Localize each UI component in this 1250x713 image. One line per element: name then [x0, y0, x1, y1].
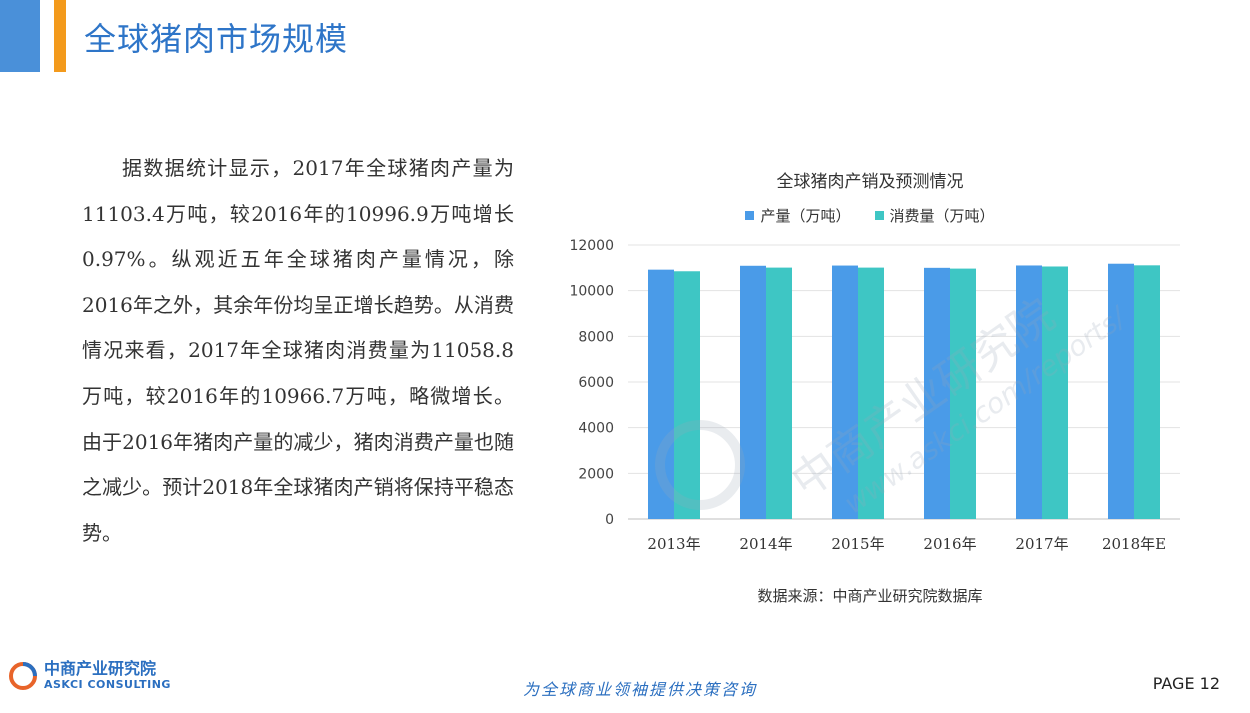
footer-logo: 中商产业研究院 ASKCI CONSULTING [8, 660, 171, 692]
chart-legend: 产量（万吨） 消费量（万吨） [540, 205, 1200, 226]
x-tick-label: 2017年 [1015, 535, 1068, 553]
logo-text-en: ASKCI CONSULTING [44, 678, 171, 691]
bar-consumption [1042, 266, 1068, 519]
bar-consumption [1134, 265, 1160, 519]
chart-source: 数据来源：中商产业研究院数据库 [757, 587, 983, 605]
bar-production [740, 265, 766, 519]
y-tick-label: 4000 [578, 421, 614, 437]
bar-production [648, 269, 674, 519]
chart-plot: 0 2000 4000 6000 8000 10000 12000 2013年 2014年 201… [569, 238, 1180, 553]
legend-item-consumption: 消费量（万吨） [874, 205, 995, 226]
bar-consumption [766, 267, 792, 519]
bar-production [1108, 263, 1134, 519]
page-title: 全球猪肉市场规模 [84, 20, 349, 58]
x-tick-label: 2018年E [1102, 535, 1166, 553]
y-tick-label: 12000 [569, 238, 614, 254]
bar-production [832, 265, 858, 519]
legend-label-production: 产量（万吨） [760, 207, 851, 225]
askci-logo-icon [9, 662, 37, 690]
y-tick-label: 2000 [578, 466, 614, 482]
chart-title: 全球猪肉产销及预测情况 [776, 172, 964, 192]
legend-label-consumption: 消费量（万吨） [889, 207, 995, 225]
legend-swatch-production [745, 211, 755, 220]
chart: 全球猪肉产销及预测情况 产量（万吨） 消费量（万吨） 0 2000 4000 6000… [540, 155, 1200, 625]
x-tick-label: 2014年 [739, 535, 792, 553]
y-tick-label: 10000 [569, 284, 614, 300]
logo-text-cn: 中商产业研究院 [44, 659, 157, 678]
bar-consumption [674, 271, 700, 519]
bar-production [1016, 265, 1042, 519]
x-tick-label: 2015年 [831, 535, 884, 553]
bar-production [924, 267, 950, 519]
legend-swatch-consumption [874, 211, 884, 220]
header-accent-blue [0, 0, 40, 72]
legend-item-production: 产量（万吨） [745, 205, 851, 226]
y-tick-label: 0 [605, 512, 614, 528]
y-tick-label: 6000 [578, 375, 614, 391]
header-accent-orange [54, 0, 66, 72]
bar-consumption [858, 267, 884, 519]
footer-slogan: 为全球商业领袖提供决策咨询 [522, 680, 757, 699]
x-tick-label: 2016年 [923, 535, 976, 553]
y-tick-label: 8000 [578, 329, 614, 345]
x-tick-label: 2013年 [647, 535, 700, 553]
body-paragraph: 据数据统计显示，2017年全球猪肉产量为11103.4万吨，较2016年的109… [82, 156, 514, 545]
page-number: PAGE 12 [1152, 674, 1220, 693]
bar-consumption [950, 268, 976, 519]
